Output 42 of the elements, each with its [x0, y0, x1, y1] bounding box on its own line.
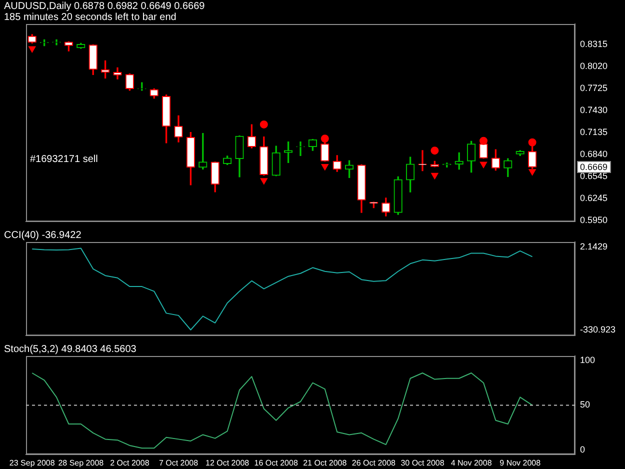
x-tick-label: 7 Oct 2008	[158, 458, 199, 468]
chart-title: Stoch(5,3,2) 49.8403 46.5603	[4, 344, 136, 355]
x-tick-label: 30 Oct 2008	[400, 458, 445, 468]
x-tick-label: 23 Sep 2008	[9, 458, 56, 468]
y-tick-label: 0.8315	[580, 38, 608, 49]
y-tick-label: -330.923	[580, 324, 616, 334]
y-tick-label: 0.5950	[580, 215, 608, 226]
point	[480, 162, 488, 168]
point	[260, 178, 268, 184]
x-tick-label: 28 Sep 2008	[58, 458, 104, 468]
y-tick-label: 0.7430	[580, 104, 608, 115]
y-tick-label: 100	[580, 354, 596, 365]
x-tick-label: 12 Oct 2008	[206, 458, 250, 468]
annotation: 0.6669	[577, 161, 611, 174]
y-tick-label: 0	[580, 444, 586, 454]
point	[528, 169, 536, 176]
y-tick-label: 50	[580, 400, 590, 410]
point	[430, 146, 439, 155]
candlestick	[418, 150, 427, 172]
x-tick-label: 2 Oct 2008	[110, 458, 150, 468]
y-tick-label: 0.7135	[580, 126, 608, 137]
y-tick-label: 0.7725	[580, 82, 608, 93]
y-tick-label: 0.8020	[580, 60, 608, 71]
x-tick-label: 9 Nov 2008	[500, 458, 542, 468]
chart-subtitle: 185 minutes 20 seconds left to bar end	[4, 12, 178, 23]
y-tick-label: 2.1429	[580, 241, 608, 252]
y-tick-label: 0.6245	[580, 193, 608, 204]
point	[260, 120, 268, 128]
x-tick-label: 26 Oct 2008	[352, 458, 396, 468]
chart-title: AUDUSD,Daily 0.6878 0.6982 0.6649 0.6669	[4, 1, 205, 12]
annotation: #16932171 sell	[30, 154, 98, 166]
x-tick-label: 21 Oct 2008	[303, 458, 348, 468]
y-tick-label: 0.6840	[580, 148, 608, 159]
point	[320, 134, 329, 143]
x-tick-label: 4 Nov 2008	[450, 458, 492, 468]
chart-title: CCI(40) -36.9422	[4, 230, 82, 241]
point	[480, 136, 488, 145]
point	[321, 164, 328, 170]
x-tick-label: 16 Oct 2008	[254, 458, 298, 468]
point	[431, 172, 438, 180]
y-tick-label: 0.6545	[580, 170, 608, 181]
point	[528, 138, 536, 146]
